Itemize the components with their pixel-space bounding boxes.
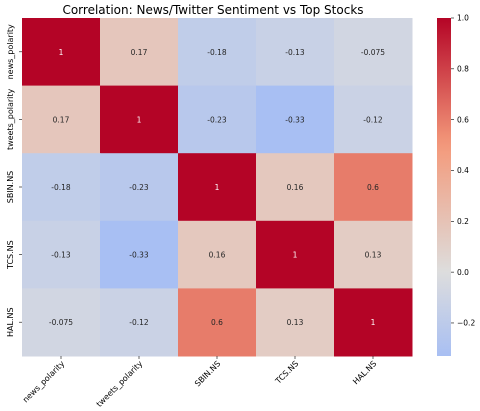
y-tick-label: tweets_polarity xyxy=(6,88,15,150)
heatmap-cell xyxy=(100,220,179,289)
heatmap-cell xyxy=(256,153,335,222)
heatmap-cell-value: -0.18 xyxy=(207,48,227,57)
heatmap-cell-value: -0.23 xyxy=(129,183,149,192)
heatmap-cell xyxy=(22,153,101,222)
x-axis-tick-labels: news_polarity tweets_polarity SBIN.NS TCS.N… xyxy=(21,356,378,409)
x-tick-label: tweets_polarity xyxy=(95,359,145,409)
colorbar-tick-label: 0.2 xyxy=(457,217,469,226)
heatmap-cell-value: 0.16 xyxy=(287,183,304,192)
x-tick-label: news_polarity xyxy=(21,359,67,405)
y-tick-label: TCS.NS xyxy=(6,240,15,270)
colorbar-tick-label: 0.4 xyxy=(457,166,469,175)
heatmap-cell-value: 1 xyxy=(371,318,376,327)
heatmap-cell xyxy=(22,288,101,357)
heatmap-cell-value: 0.13 xyxy=(287,318,304,327)
heatmap-cell-value: -0.18 xyxy=(51,183,71,192)
y-tick-label: SBIN.NS xyxy=(6,171,15,204)
heatmap-cell-value: 0.17 xyxy=(53,115,70,124)
heatmap-cell xyxy=(22,18,101,87)
y-tick-label: HAL.NS xyxy=(6,307,15,337)
heatmap-cell xyxy=(178,288,257,357)
heatmap-cell xyxy=(178,220,257,289)
heatmap-cell-value: -0.12 xyxy=(363,115,383,124)
heatmap-cell xyxy=(334,153,413,222)
heatmap-cell-value: 1 xyxy=(59,48,64,57)
heatmap-cell-value: -0.33 xyxy=(285,115,305,124)
heatmap-cell-value: -0.23 xyxy=(207,115,227,124)
y-axis-tick-labels: news_polarity tweets_polarity SBIN.NS TCS.N… xyxy=(6,24,22,337)
heatmap-cell xyxy=(334,18,413,87)
heatmap-cell-value: -0.075 xyxy=(361,48,385,57)
heatmap-cell-value: 0.6 xyxy=(211,318,223,327)
heatmap-cell-value: 1 xyxy=(215,183,220,192)
heatmap-cell xyxy=(100,85,179,154)
x-tick-label: HAL.NS xyxy=(351,359,378,386)
x-tick-label: SBIN.NS xyxy=(193,359,222,388)
heatmap-cell xyxy=(178,85,257,154)
heatmap-cell-value: -0.075 xyxy=(49,318,73,327)
colorbar-tick-label: 0.0 xyxy=(457,268,469,277)
heatmap-cell xyxy=(22,220,101,289)
heatmap-cell-value: -0.12 xyxy=(129,318,149,327)
heatmap-cell-value: 0.17 xyxy=(131,48,148,57)
heatmap-cell xyxy=(100,18,179,87)
heatmap-cell-value: 1 xyxy=(293,251,298,260)
heatmap-cell xyxy=(100,153,179,222)
heatmap-cell xyxy=(334,85,413,154)
colorbar-tick-label: −0.2 xyxy=(457,319,475,328)
heatmap-cells xyxy=(22,18,413,357)
colorbar xyxy=(437,18,451,356)
heatmap-cell-value: 0.13 xyxy=(365,251,382,260)
heatmap-cell xyxy=(178,18,257,87)
heatmap-cell-labels: 1 0.17 -0.18 -0.13 -0.075 0.17 1 -0.23 -0.33 -0.1… xyxy=(49,48,385,327)
colorbar-tick-label: 1.0 xyxy=(457,14,469,23)
colorbar-tick-label: 0.6 xyxy=(457,115,469,124)
heatmap-cell xyxy=(256,288,335,357)
colorbar-tick-label: 0.8 xyxy=(457,65,469,74)
chart-title: Correlation: News/Twitter Sentiment vs T… xyxy=(62,3,363,17)
heatmap-cell-value: -0.13 xyxy=(51,251,71,260)
heatmap-cell-value: 1 xyxy=(137,115,142,124)
heatmap-cell xyxy=(178,153,257,222)
heatmap-cell-value: 0.16 xyxy=(209,251,226,260)
heatmap-cell-value: 0.6 xyxy=(367,183,379,192)
heatmap-cell xyxy=(334,288,413,357)
heatmap-cell-value: -0.13 xyxy=(285,48,305,57)
colorbar-tick-labels: 1.0 0.8 0.6 0.4 0.2 0.0 −0.2 xyxy=(451,14,475,328)
heatmap-cell xyxy=(256,18,335,87)
heatmap-cell-value: -0.33 xyxy=(129,251,149,260)
heatmap-cell xyxy=(256,85,335,154)
heatmap-cell xyxy=(256,220,335,289)
heatmap-cell xyxy=(334,220,413,289)
heatmap-cell xyxy=(22,85,101,154)
heatmap-cell xyxy=(100,288,179,357)
x-tick-label: TCS.NS xyxy=(273,359,300,386)
y-tick-label: news_polarity xyxy=(6,24,15,79)
